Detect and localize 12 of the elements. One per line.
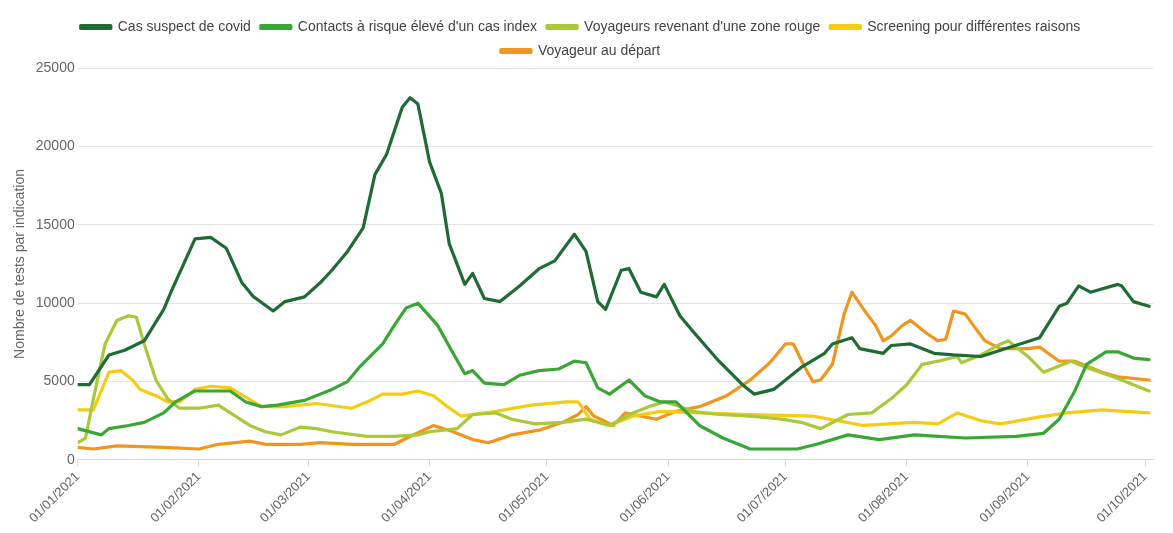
y-tick-label: 0 — [66, 450, 75, 467]
y-tick-label: 15000 — [35, 215, 75, 232]
legend-label: Cas suspect de covid — [117, 17, 251, 34]
y-axis-title: Nombre de tests par indication — [11, 169, 28, 359]
legend-label: Voyageur au départ — [537, 41, 661, 58]
legend-label: Contacts à risque élevé d'un cas index — [297, 17, 538, 34]
legend-label: Screening pour différentes raisons — [867, 17, 1081, 34]
y-tick-label: 20000 — [35, 137, 75, 154]
y-tick-label: 10000 — [35, 294, 75, 311]
y-tick-label: 5000 — [43, 372, 75, 389]
legend-label: Voyageurs revenant d'une zone rouge — [584, 17, 821, 34]
y-tick-label: 25000 — [35, 58, 75, 75]
